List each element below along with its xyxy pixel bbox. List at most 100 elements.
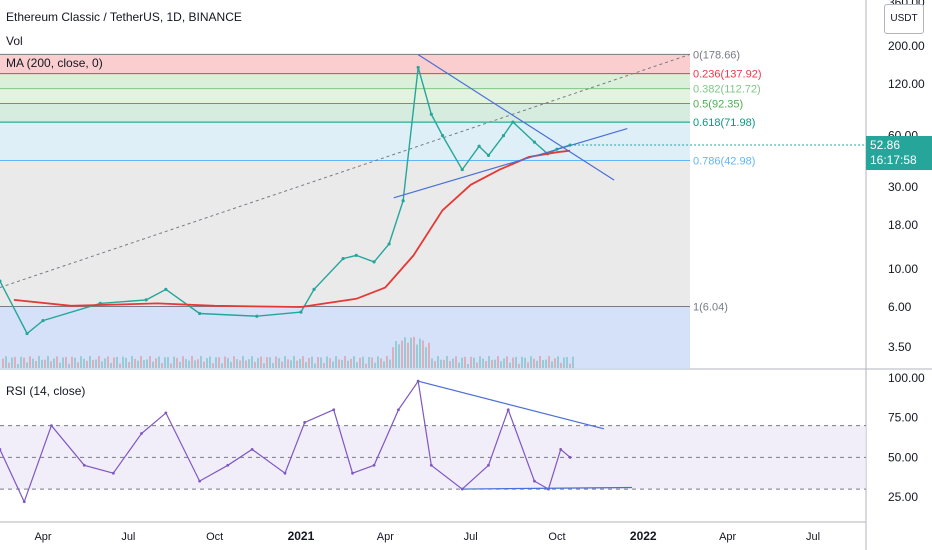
volume-bar xyxy=(209,356,211,368)
volume-bar xyxy=(146,359,148,368)
volume-bar xyxy=(83,358,85,368)
volume-bar xyxy=(266,357,268,368)
volume-bar xyxy=(530,356,532,368)
volume-bar xyxy=(185,359,187,368)
fib-level-label: 0.618(71.98) xyxy=(693,117,755,129)
volume-bar xyxy=(542,360,544,368)
rsi-point xyxy=(351,471,354,475)
ascending-trendline xyxy=(393,127,628,199)
volume-bar xyxy=(11,357,13,368)
volume-bar xyxy=(413,336,415,368)
fib-zone xyxy=(0,160,690,307)
price-point xyxy=(501,134,506,138)
price-point xyxy=(255,314,259,318)
volume-bar xyxy=(104,358,106,368)
time-axis-tick: Oct xyxy=(548,531,565,543)
volume-bar xyxy=(446,356,448,368)
rsi-point xyxy=(429,463,433,467)
volume-bar xyxy=(128,362,130,368)
price-point xyxy=(144,298,148,302)
rsi-point xyxy=(487,463,490,467)
volume-bar xyxy=(164,357,166,368)
fib-zone xyxy=(0,73,690,89)
volume-bar xyxy=(272,363,274,368)
rsi-point xyxy=(506,408,510,412)
volume-bar xyxy=(8,362,10,368)
volume-bar xyxy=(110,362,112,368)
rsi-point xyxy=(50,424,53,427)
volume-bar xyxy=(44,359,46,368)
time-axis-tick: Apr xyxy=(34,531,51,543)
volume-bar xyxy=(344,356,346,368)
volume-bar xyxy=(383,361,385,368)
volume-bar xyxy=(32,358,34,368)
volume-bar xyxy=(485,361,487,368)
volume-bar xyxy=(398,344,400,368)
volume-bar xyxy=(491,359,493,368)
time-axis-tick: Apr xyxy=(377,531,394,543)
price-point xyxy=(164,287,168,292)
rsi-point xyxy=(164,411,168,415)
volume-bar xyxy=(248,359,250,368)
rsi-indicator-label[interactable]: RSI (14, close) xyxy=(6,384,86,398)
volume-bar xyxy=(545,359,547,368)
fib-zone xyxy=(0,306,690,369)
volume-bar xyxy=(422,340,424,368)
volume-bar xyxy=(194,360,196,368)
ma-indicator-label[interactable]: MA (200, close, 0) xyxy=(6,56,103,70)
volume-bar xyxy=(26,362,28,368)
volume-bar xyxy=(41,359,43,368)
volume-bar xyxy=(470,356,472,368)
bar-countdown-badge: 16:17:58 xyxy=(866,151,932,170)
rsi-point xyxy=(140,432,143,435)
volume-bar xyxy=(479,356,481,368)
price-point xyxy=(460,168,464,172)
vol-indicator-label[interactable]: Vol xyxy=(6,34,23,48)
volume-bar xyxy=(71,356,73,368)
volume-bar xyxy=(50,361,52,368)
volume-bar xyxy=(263,363,265,368)
volume-bar xyxy=(389,359,391,368)
volume-bar xyxy=(227,358,229,368)
volume-bar xyxy=(92,360,94,368)
volume-bar xyxy=(452,358,454,368)
volume-bar xyxy=(350,358,352,368)
price-point xyxy=(312,287,316,292)
price-point xyxy=(41,318,45,323)
price-axis-tick: 3.50 xyxy=(888,340,912,354)
volume-bar xyxy=(134,358,136,368)
volume-bar xyxy=(401,340,403,368)
volume-bar xyxy=(122,356,124,368)
volume-bar xyxy=(140,356,142,368)
rsi-support-line xyxy=(462,486,632,490)
volume-bar xyxy=(560,362,562,368)
volume-bar xyxy=(5,356,7,368)
rsi-divergence-line xyxy=(418,380,605,430)
volume-bar xyxy=(323,362,325,368)
price-point xyxy=(486,153,491,157)
volume-bar xyxy=(218,357,220,368)
volume-bar xyxy=(284,356,286,368)
volume-bar xyxy=(332,361,334,368)
descending-trendline xyxy=(417,54,615,181)
volume-bar xyxy=(137,360,139,368)
volume-bar xyxy=(395,341,397,368)
volume-bar xyxy=(296,360,298,368)
currency-unit-button[interactable]: USDT xyxy=(884,4,924,34)
price-point xyxy=(477,144,481,148)
volume-bar xyxy=(473,357,475,368)
volume-bar xyxy=(98,356,100,368)
volume-bar xyxy=(275,356,277,368)
volume-bar xyxy=(68,363,70,368)
volume-bar xyxy=(170,363,172,368)
fib-zone xyxy=(0,122,690,161)
volume-bar xyxy=(476,362,478,368)
volume-bar xyxy=(158,356,160,368)
volume-bar xyxy=(299,359,301,368)
time-axis-tick: 2021 xyxy=(288,529,315,543)
rsi-axis-tick: 50.00 xyxy=(888,450,918,464)
volume-bar xyxy=(563,357,565,368)
volume-bar xyxy=(125,357,127,368)
volume-bar xyxy=(533,358,535,368)
